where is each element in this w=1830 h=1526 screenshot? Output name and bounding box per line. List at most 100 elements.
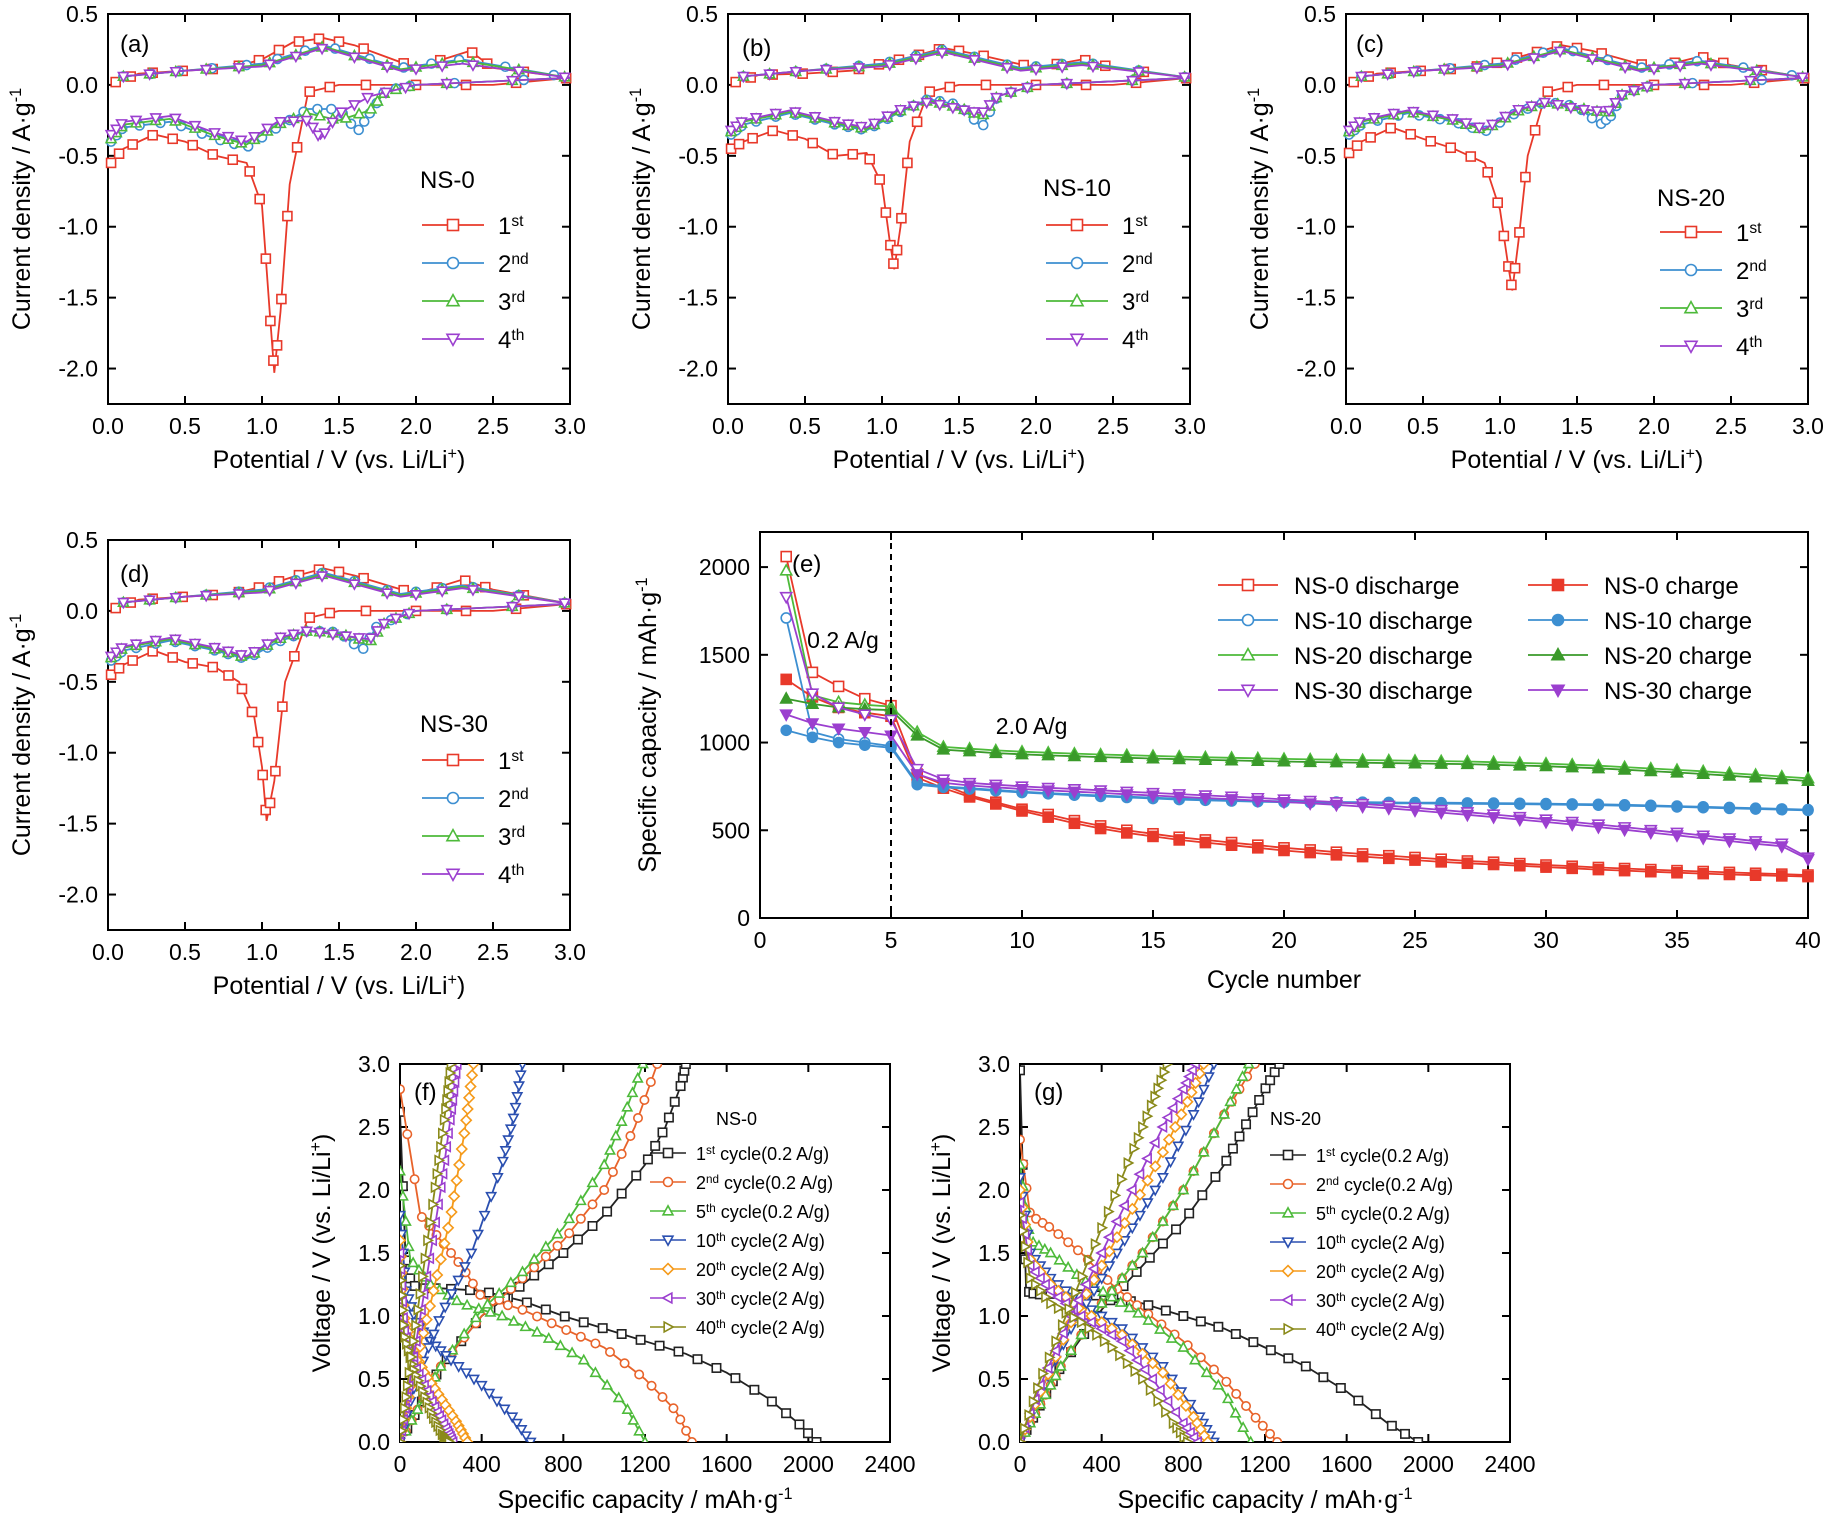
gcd-point: [1165, 1332, 1178, 1343]
gcd-point: [1236, 1070, 1249, 1081]
y-tick-label: 0.0: [1304, 72, 1336, 98]
capacity-point: [1645, 800, 1657, 813]
cv-point: [105, 157, 117, 169]
cv-point: [730, 121, 743, 133]
gcd-point: [1020, 1422, 1031, 1435]
cv-point: [1004, 87, 1018, 100]
cv-point: [300, 626, 313, 638]
legend-marker: [661, 1204, 675, 1216]
legend-entry-part: cycle(0.2 A/g): [1339, 1175, 1453, 1195]
capacity-point: [779, 691, 794, 704]
y-tick-label: -2.0: [58, 356, 98, 382]
gcd-point: [781, 1408, 792, 1419]
capacity-point: [1749, 803, 1762, 815]
legend-entry: 30th cycle(2 A/g): [1316, 1291, 1445, 1312]
y-axis-label-part: +: [307, 1142, 325, 1152]
gcd-point: [1146, 1373, 1158, 1385]
legend-marker: [1070, 218, 1084, 232]
y-axis-label-part: Voltage / V (vs. Li/Li: [928, 1151, 956, 1372]
gcd-point: [1161, 1406, 1172, 1419]
gcd-point: [609, 1129, 622, 1141]
gcd-point: [439, 1113, 451, 1126]
cv-point: [1609, 98, 1622, 110]
gcd-point: [1148, 1136, 1160, 1149]
legend-marker: [1240, 684, 1256, 698]
x-axis-label-part: Potential / V (vs. Li/Li: [833, 446, 1068, 474]
gcd-point: [1077, 1270, 1089, 1283]
gcd-point: [552, 1240, 563, 1251]
capacity-point: [1277, 796, 1291, 810]
legend-entry-part: 1: [696, 1144, 706, 1164]
legend-marker: [445, 828, 461, 842]
gcd-point: [1072, 1245, 1083, 1256]
cv-point: [380, 588, 394, 600]
capacity-point: [1801, 854, 1815, 867]
legend-marker: [662, 1147, 674, 1159]
cv-point: [287, 116, 300, 128]
gcd-point: [406, 1350, 418, 1363]
legend-marker: [1281, 1206, 1295, 1218]
cv-point: [199, 590, 213, 603]
gcd-point: [598, 1158, 611, 1170]
gcd-point: [475, 1380, 488, 1392]
cv-point: [110, 647, 123, 659]
cv-point: [257, 769, 268, 781]
cv-point: [325, 103, 337, 115]
gcd-point: [1176, 1417, 1188, 1430]
cv-point: [348, 579, 361, 591]
gcd-point: [1110, 1189, 1122, 1202]
gcd-point: [400, 1247, 405, 1259]
cv-point: [968, 55, 981, 67]
y-axis-label-part: Current density / A·g: [1246, 102, 1274, 330]
rate-annotation-high: 2.0 A/g: [996, 713, 1068, 739]
capacity-point: [1566, 799, 1578, 811]
legend-marker: [661, 1235, 675, 1247]
gcd-point: [1116, 1173, 1128, 1186]
legend-marker: [1683, 300, 1699, 314]
cv-point: [364, 102, 378, 114]
gcd-point: [400, 1414, 410, 1425]
cv-point: [247, 132, 261, 144]
legend-marker: [446, 256, 460, 270]
x-axis-label-part: ): [457, 446, 465, 474]
gcd-point: [1041, 1362, 1053, 1374]
y-axis-label-part: Current density / A·g: [8, 102, 36, 330]
y-tick-label: 0.0: [66, 72, 98, 98]
gcd-point: [1044, 1221, 1055, 1232]
gcd-point: [563, 1212, 576, 1224]
x-axis-label-part: Potential / V (vs. Li/Li: [213, 972, 448, 1000]
gcd-point: [1146, 1099, 1158, 1112]
y-tick-label: 2.5: [358, 1114, 390, 1140]
gcd-point: [467, 1064, 480, 1071]
legend-marker: [1683, 340, 1699, 354]
cv-point: [1446, 114, 1459, 126]
capacity-point: [832, 680, 845, 693]
gcd-point: [1076, 1316, 1088, 1329]
legend-marker: [1550, 684, 1566, 698]
gcd-point: [1234, 1131, 1245, 1142]
panel-label: (e): [792, 551, 821, 578]
gcd-point: [1020, 1158, 1026, 1170]
gcd-point: [1041, 1291, 1053, 1304]
gcd-point: [633, 1424, 646, 1436]
capacity-point: [936, 777, 951, 791]
gcd-point: [1221, 1155, 1232, 1166]
gcd-point: [1218, 1107, 1231, 1119]
y-axis-label-part: -1: [627, 88, 645, 102]
cv-point: [867, 118, 881, 131]
gcd-point: [1084, 1322, 1096, 1335]
gcd-point: [431, 1268, 444, 1282]
capacity-point: [1093, 749, 1108, 763]
capacity-point: [1566, 862, 1578, 875]
gcd-point: [1172, 1388, 1185, 1401]
cv-point: [967, 107, 981, 119]
gcd-point: [485, 1191, 498, 1203]
gcd-point: [528, 1252, 541, 1264]
capacity-point: [1041, 785, 1056, 798]
legend-entry: 40th cycle(2 A/g): [1316, 1320, 1445, 1341]
x-axis-label-part: -1: [1398, 1485, 1412, 1503]
cv-point: [208, 642, 221, 655]
cv-point: [920, 97, 933, 110]
gcd-point: [1241, 1119, 1252, 1130]
gcd-point: [521, 1297, 532, 1308]
